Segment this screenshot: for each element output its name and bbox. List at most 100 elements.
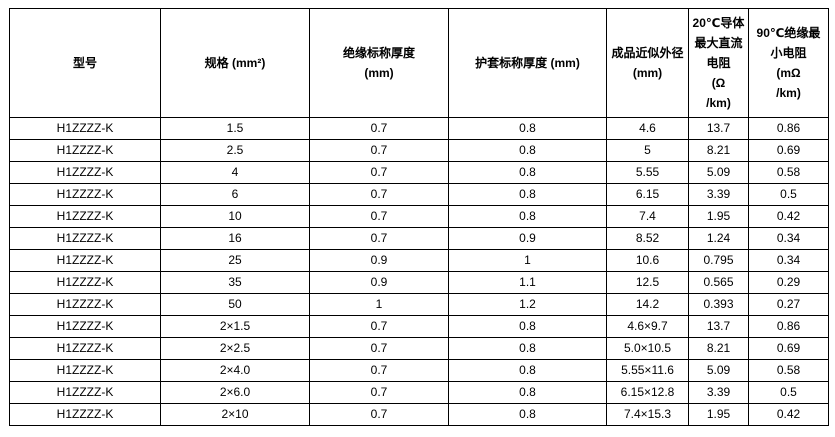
table-cell: 0.9 [309,271,449,294]
table-cell: 0.8 [448,139,607,162]
col-header-outer-diameter: 成品近似外径 (mm) [606,8,689,118]
table-cell: 1.1 [448,271,607,294]
table-cell: H1ZZZZ-K [9,249,161,272]
table-cell: 0.565 [688,271,749,294]
table-cell: 0.86 [748,315,829,338]
table-header: 型号 规格 (mm²) 绝缘标称厚度 (mm) 护套标称厚度 (mm) 成品近似… [9,8,829,118]
table-row: H1ZZZZ-K 16 0.7 0.9 8.52 1.24 0.34 [9,227,829,250]
table-cell: 2×1.5 [160,315,310,338]
table-cell: 4 [160,161,310,184]
table-cell: 5.55×11.6 [606,359,689,382]
table-cell: 0.69 [748,337,829,360]
table-row: H1ZZZZ-K 35 0.9 1.1 12.5 0.565 0.29 [9,271,829,294]
table-row: H1ZZZZ-K 2.5 0.7 0.8 5 8.21 0.69 [9,139,829,162]
table-cell: 0.42 [748,205,829,228]
table-cell: 2×6.0 [160,381,310,404]
table-cell: 1.24 [688,227,749,250]
table-cell: 5 [606,139,689,162]
table-cell: H1ZZZZ-K [9,293,161,316]
table-cell: 0.8 [448,205,607,228]
table-cell: 0.795 [688,249,749,272]
cable-spec-table: 型号 规格 (mm²) 绝缘标称厚度 (mm) 护套标称厚度 (mm) 成品近似… [9,8,829,426]
table-cell: 3.39 [688,183,749,206]
table-row: H1ZZZZ-K 2×10 0.7 0.8 7.4×15.3 1.95 0.42 [9,403,829,426]
table-cell: 1 [448,249,607,272]
table-cell: 10 [160,205,310,228]
table-cell: 0.58 [748,359,829,382]
col-header-sheath-thickness: 护套标称厚度 (mm) [448,8,607,118]
table-row: H1ZZZZ-K 6 0.7 0.8 6.15 3.39 0.5 [9,183,829,206]
table-row: H1ZZZZ-K 50 1 1.2 14.2 0.393 0.27 [9,293,829,316]
table-cell: H1ZZZZ-K [9,139,161,162]
table-cell: 6.15×12.8 [606,381,689,404]
table-cell: 1 [309,293,449,316]
table-cell: H1ZZZZ-K [9,315,161,338]
table-cell: 0.7 [309,117,449,140]
table-cell: 0.7 [309,315,449,338]
table-cell: 1.5 [160,117,310,140]
table-cell: 6.15 [606,183,689,206]
table-cell: 0.58 [748,161,829,184]
table-cell: 0.86 [748,117,829,140]
table-cell: 0.7 [309,381,449,404]
table-cell: 0.42 [748,403,829,426]
table-cell: 1.2 [448,293,607,316]
table-cell: 25 [160,249,310,272]
table-cell: 0.5 [748,183,829,206]
col-header-spec: 规格 (mm²) [160,8,310,118]
table-row: H1ZZZZ-K 2×4.0 0.7 0.8 5.55×11.6 5.09 0.58 [9,359,829,382]
table-cell: 13.7 [688,117,749,140]
table-body: H1ZZZZ-K 1.5 0.7 0.8 4.6 13.7 0.86 H1ZZZZ-K 2.5 0… [9,117,829,426]
table-cell: 1.95 [688,403,749,426]
table-cell: 35 [160,271,310,294]
table-cell: 0.69 [748,139,829,162]
table-row: H1ZZZZ-K 10 0.7 0.8 7.4 1.95 0.42 [9,205,829,228]
table-cell: 8.21 [688,139,749,162]
table-cell: H1ZZZZ-K [9,161,161,184]
table-cell: 0.9 [448,227,607,250]
col-header-model: 型号 [9,8,161,118]
table-cell: 0.8 [448,381,607,404]
table-cell: 0.27 [748,293,829,316]
table-row: H1ZZZZ-K 25 0.9 1 10.6 0.795 0.34 [9,249,829,272]
table-cell: 5.55 [606,161,689,184]
table-cell: 3.39 [688,381,749,404]
table-cell: 0.7 [309,359,449,382]
table-cell: 0.7 [309,403,449,426]
table-cell: 8.52 [606,227,689,250]
table-cell: 14.2 [606,293,689,316]
table-cell: 6 [160,183,310,206]
table-row: H1ZZZZ-K 2×6.0 0.7 0.8 6.15×12.8 3.39 0.5 [9,381,829,404]
table-cell: 7.4×15.3 [606,403,689,426]
table-cell: 0.8 [448,183,607,206]
table-row: H1ZZZZ-K 2×2.5 0.7 0.8 5.0×10.5 8.21 0.69 [9,337,829,360]
table-cell: 50 [160,293,310,316]
table-cell: 1.95 [688,205,749,228]
col-header-insulation-resistance: 90℃绝缘最 小电阻 (mΩ /km) [748,8,829,118]
table-cell: H1ZZZZ-K [9,403,161,426]
table-row: H1ZZZZ-K 2×1.5 0.7 0.8 4.6×9.7 13.7 0.86 [9,315,829,338]
table-cell: 0.8 [448,359,607,382]
table-cell: 0.34 [748,249,829,272]
table-cell: 0.34 [748,227,829,250]
table-cell: 0.5 [748,381,829,404]
table-cell: 0.7 [309,183,449,206]
table-cell: H1ZZZZ-K [9,117,161,140]
table-cell: H1ZZZZ-K [9,227,161,250]
table-cell: 5.0×10.5 [606,337,689,360]
table-cell: 12.5 [606,271,689,294]
table-cell: 2×10 [160,403,310,426]
table-cell: 0.7 [309,161,449,184]
table-row: H1ZZZZ-K 4 0.7 0.8 5.55 5.09 0.58 [9,161,829,184]
table-row: H1ZZZZ-K 1.5 0.7 0.8 4.6 13.7 0.86 [9,117,829,140]
table-cell: 0.29 [748,271,829,294]
table-cell: 2×4.0 [160,359,310,382]
table-cell: 0.8 [448,315,607,338]
header-row: 型号 规格 (mm²) 绝缘标称厚度 (mm) 护套标称厚度 (mm) 成品近似… [9,8,829,118]
table-cell: 13.7 [688,315,749,338]
table-cell: 16 [160,227,310,250]
table-cell: H1ZZZZ-K [9,381,161,404]
table-cell: 7.4 [606,205,689,228]
col-header-insulation-thickness: 绝缘标称厚度 (mm) [309,8,449,118]
